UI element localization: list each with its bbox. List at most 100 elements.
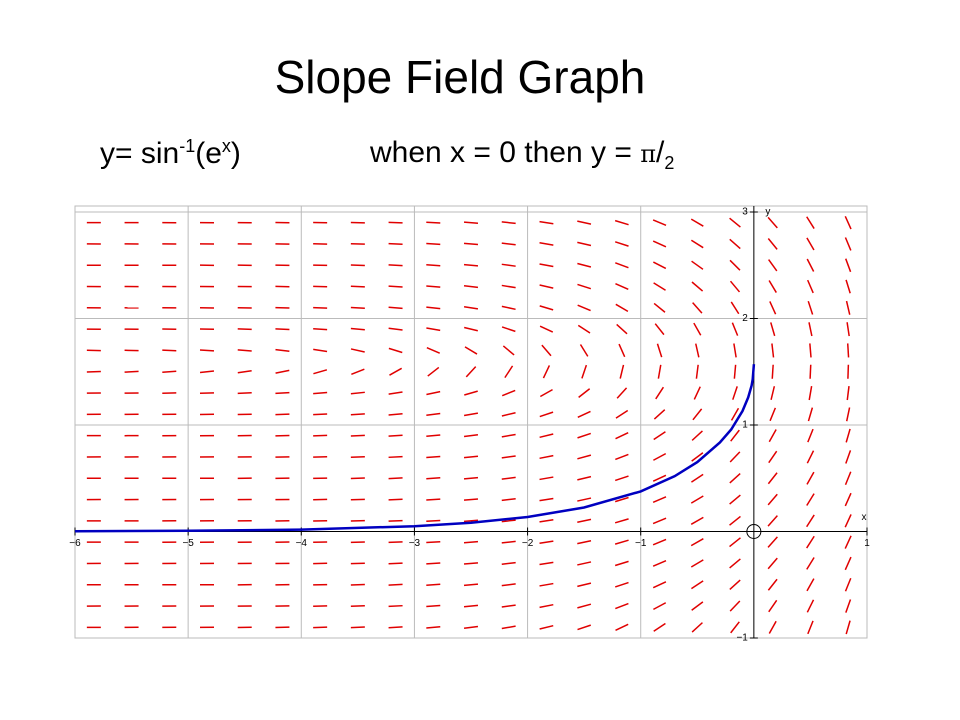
slope-segment <box>577 324 591 334</box>
slope-segment <box>388 391 403 395</box>
slope-segment <box>729 280 741 293</box>
slope-segment <box>501 433 516 438</box>
x-tick-label: −6 <box>69 538 81 549</box>
slope-segment <box>577 603 592 609</box>
slope-segment <box>615 602 629 610</box>
slope-segment <box>652 538 667 546</box>
slope-segment <box>614 581 629 588</box>
slope-segment <box>426 477 441 480</box>
slope-segment <box>690 218 704 227</box>
slope-segment <box>350 306 365 309</box>
slope-segment <box>350 413 365 416</box>
slope-segment <box>539 476 554 481</box>
slope-segment <box>806 557 815 570</box>
slope-segment <box>845 599 852 613</box>
slope-segment <box>539 540 554 544</box>
slope-segment <box>845 407 851 422</box>
slope-segment <box>464 390 478 396</box>
condition: when x = 0 then y = π/2 <box>370 136 674 174</box>
slope-segment <box>729 537 741 548</box>
slope-segment <box>351 368 365 376</box>
slope-segment <box>806 279 814 294</box>
x-axis-label: x <box>862 512 867 523</box>
eq-sup: x <box>221 136 231 156</box>
slope-segment <box>577 454 592 460</box>
slope-segment <box>768 620 777 634</box>
slope-segment <box>730 429 740 442</box>
slope-segment <box>652 581 667 589</box>
slope-segment <box>730 301 740 315</box>
slope-segment <box>616 323 628 335</box>
slope-segment <box>653 431 666 441</box>
slope-segment <box>692 408 703 421</box>
slope-segment <box>729 259 741 271</box>
equation: y= sin-1(ex) <box>100 136 241 171</box>
slope-segment <box>614 496 629 503</box>
slope-segment <box>693 386 701 400</box>
slope-segment <box>808 322 813 337</box>
y-axis-label: y <box>765 207 770 218</box>
slope-segment <box>615 453 629 461</box>
slope-segment <box>729 472 741 484</box>
slope-segment <box>615 623 629 632</box>
slope-segment <box>463 562 479 565</box>
slope-segment <box>577 475 592 481</box>
slope-segment <box>807 428 814 443</box>
slope-segment <box>539 325 554 333</box>
slope-segment <box>691 452 704 462</box>
slope-segment <box>463 540 479 544</box>
slope-segment <box>539 433 554 439</box>
slope-segment <box>388 306 403 310</box>
slope-segment <box>501 389 516 397</box>
slope-segment <box>426 285 441 288</box>
slope-segment <box>577 561 592 566</box>
slope-segment <box>653 409 666 420</box>
slope-segment <box>426 221 441 224</box>
slope-segment <box>577 241 592 247</box>
plot-frame <box>74 205 868 639</box>
slope-segment <box>581 364 588 379</box>
slope-segment <box>350 434 365 437</box>
slope-segment <box>770 322 776 337</box>
slope-segment <box>426 604 441 608</box>
slope-segment <box>577 410 591 418</box>
slope-segment <box>690 538 704 547</box>
slope-segment <box>388 583 403 586</box>
slope-segment <box>275 328 290 331</box>
slope-segment <box>388 327 403 331</box>
slope-segment <box>501 221 516 225</box>
slope-segment <box>768 280 777 293</box>
slope-segment <box>539 263 554 268</box>
cond-sub: 2 <box>664 153 675 173</box>
slope-segment <box>313 369 328 375</box>
slope-segment <box>463 583 479 587</box>
slope-segment <box>730 621 740 634</box>
slope-segment <box>615 262 629 269</box>
slope-segment <box>463 412 479 417</box>
slope-segment <box>389 367 403 376</box>
slope-segment <box>501 625 516 630</box>
slope-segment <box>162 370 177 374</box>
slope-segment <box>807 620 814 635</box>
slope-segment <box>771 364 774 379</box>
slope-segment <box>691 601 704 611</box>
slope-segment <box>806 471 815 485</box>
slope-segment <box>426 306 441 310</box>
slope-segment <box>846 343 850 358</box>
slope-segment <box>388 347 403 354</box>
slope-segment <box>350 348 365 353</box>
slope-segment <box>844 215 852 230</box>
slope-segment <box>614 475 629 482</box>
slope-segment <box>653 452 667 461</box>
slope-segment <box>729 238 741 250</box>
slope-segment <box>465 366 477 378</box>
slope-segment <box>616 387 628 399</box>
slope-segment <box>501 263 516 267</box>
cond-slash: / <box>655 136 665 169</box>
slope-segment <box>463 263 479 267</box>
slope-segment <box>388 434 403 437</box>
origin-marker <box>746 524 762 539</box>
slope-segment <box>539 454 554 460</box>
